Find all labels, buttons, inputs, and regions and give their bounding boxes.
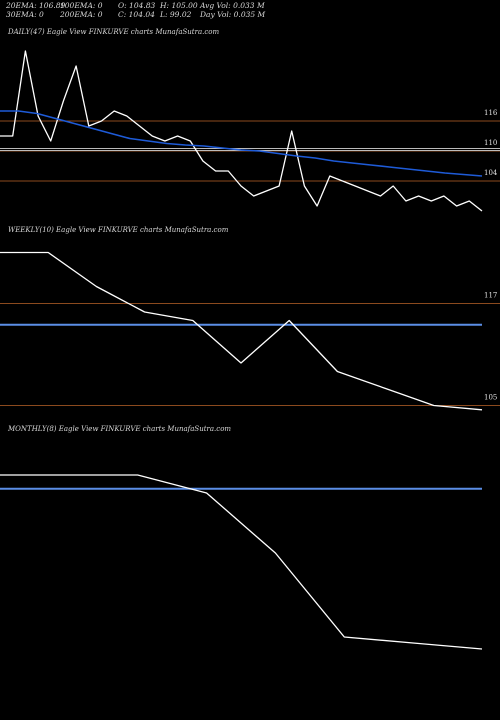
weekly-price-line (0, 251, 483, 411)
stat-avg-vol: Avg Vol: 0.033 M (200, 1, 265, 10)
daily-level-label: 116 (484, 109, 498, 117)
stat-high: H: 105.00 (160, 1, 198, 10)
weekly-level-label: 117 (484, 292, 497, 300)
daily-price-line (0, 50, 483, 212)
weekly-level-label: 105 (484, 394, 497, 402)
daily-ema-line (0, 110, 483, 177)
monthly-chart-title: MONTHLY(8) Eagle View FINKURVE charts Mu… (8, 425, 232, 433)
weekly-chart: 117 105 (0, 251, 500, 411)
daily-chart: 116 110 104 (0, 50, 500, 212)
stat-200ema: 200EMA: 0 (60, 10, 103, 19)
daily-chart-title: DAILY(47) Eagle View FINKURVE charts Mun… (8, 28, 220, 36)
monthly-price-line (0, 474, 483, 650)
stats-header: 20EMA: 106.89 100EMA: 0 O: 104.83 H: 105… (0, 0, 500, 24)
stat-30ema: 30EMA: 0 (6, 10, 44, 19)
stat-20ema: 20EMA: 106.89 (6, 1, 66, 10)
stat-open: O: 104.83 (118, 1, 156, 10)
stat-100ema: 100EMA: 0 (60, 1, 103, 10)
daily-level-label: 110 (484, 139, 497, 147)
daily-level-label: 104 (484, 169, 498, 177)
stat-close: C: 104.04 (118, 10, 155, 19)
stat-day-vol: Day Vol: 0.035 M (200, 10, 266, 19)
weekly-chart-title: WEEKLY(10) Eagle View FINKURVE charts Mu… (8, 226, 229, 234)
stat-low: L: 99.02 (160, 10, 192, 19)
monthly-chart (0, 474, 483, 650)
